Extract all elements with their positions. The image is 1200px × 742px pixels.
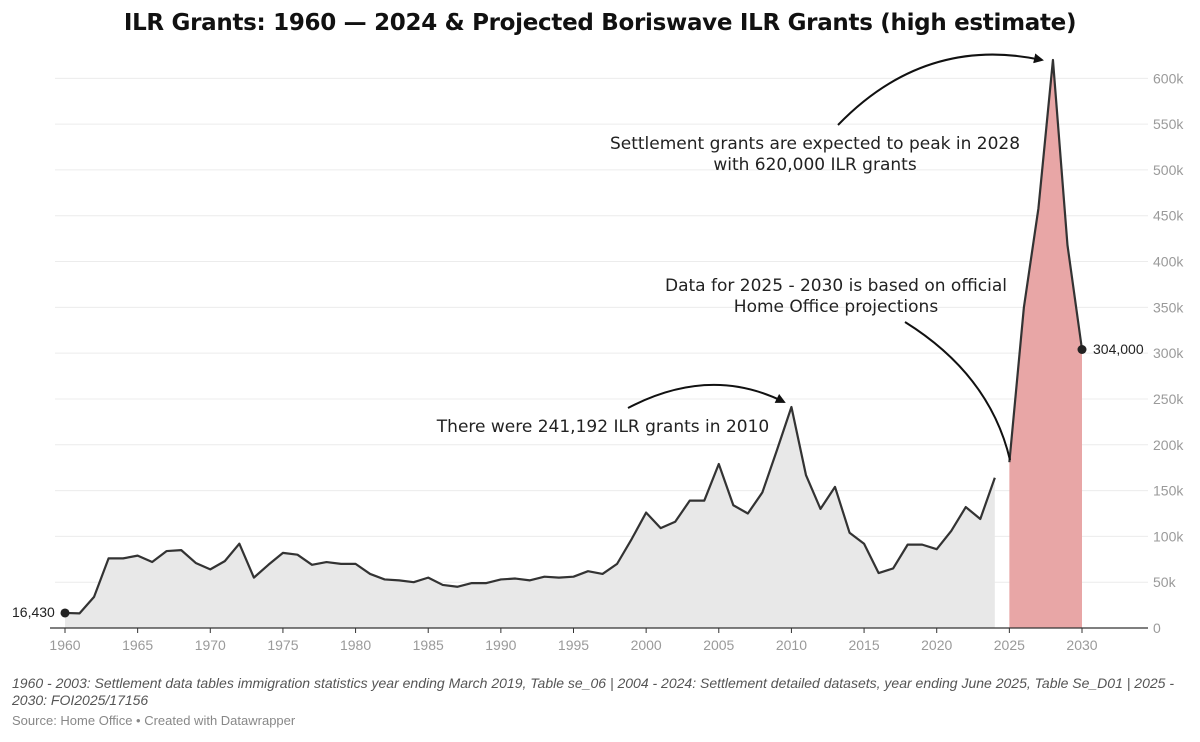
y-tick-label: 0 bbox=[1153, 620, 1161, 636]
peak-2010-annotation-arrow bbox=[627, 383, 786, 409]
peak-2010-annotation: There were 241,192 ILR grants in 2010 bbox=[436, 417, 769, 437]
x-tick-label: 1960 bbox=[49, 637, 80, 653]
grid-layer bbox=[55, 77, 1148, 583]
peak-annotation-line-1: Settlement grants are expected to peak i… bbox=[610, 134, 1020, 154]
historical-line bbox=[64, 405, 996, 615]
projected-line bbox=[1008, 58, 1084, 463]
historical-area bbox=[65, 407, 995, 628]
peak-annotation-line-2: with 620,000 ILR grants bbox=[713, 155, 917, 175]
source-credit: Source: Home Office • Created with Dataw… bbox=[12, 713, 296, 728]
y-tick-label: 550k bbox=[1153, 116, 1184, 132]
x-tick-label: 1990 bbox=[485, 637, 516, 653]
y-tick-label: 400k bbox=[1153, 254, 1184, 270]
x-tick-label: 2005 bbox=[703, 637, 734, 653]
x-tick-label: 2015 bbox=[848, 637, 879, 653]
y-tick-label: 450k bbox=[1153, 208, 1184, 224]
y-tick-label: 100k bbox=[1153, 528, 1184, 544]
y-tick-label: 250k bbox=[1153, 391, 1184, 407]
end-point-dot bbox=[1077, 344, 1087, 354]
y-tick-label: 200k bbox=[1153, 437, 1184, 453]
projection-annotation-line-2: Home Office projections bbox=[734, 297, 939, 317]
series-gap bbox=[995, 462, 1010, 478]
y-tick-label: 600k bbox=[1153, 70, 1184, 86]
area-layer bbox=[60, 58, 1087, 628]
x-tick-label: 2000 bbox=[631, 637, 662, 653]
x-tick-label: 1975 bbox=[267, 637, 298, 653]
y-tick-label: 500k bbox=[1153, 162, 1184, 178]
end-value-label: 304,000 bbox=[1093, 341, 1144, 357]
y-tick-label: 300k bbox=[1153, 345, 1184, 361]
x-tick-label: 1985 bbox=[413, 637, 444, 653]
x-tick-label: 1970 bbox=[195, 637, 226, 653]
x-tick-label: 1980 bbox=[340, 637, 371, 653]
projection-annotation-line-1: Data for 2025 - 2030 is based on officia… bbox=[665, 276, 1007, 296]
label-layer: 16,430 304,000 bbox=[12, 341, 1144, 620]
x-tick-label: 2025 bbox=[994, 637, 1025, 653]
start-point-dot bbox=[60, 608, 70, 618]
data-notes: 1960 - 2003: Settlement data tables immi… bbox=[12, 675, 1174, 708]
x-tick-label: 2020 bbox=[921, 637, 952, 653]
projection-annotation-arrow bbox=[904, 321, 1011, 461]
annotation-layer: Settlement grants are expected to peak i… bbox=[436, 53, 1044, 461]
peak-annotation-arrow bbox=[837, 53, 1044, 126]
x-tick-label: 1995 bbox=[558, 637, 589, 653]
x-tick-label: 1965 bbox=[122, 637, 153, 653]
x-tick-label: 2010 bbox=[776, 637, 807, 653]
y-tick-label: 50k bbox=[1153, 574, 1177, 590]
chart-title: ILR Grants: 1960 — 2024 & Projected Bori… bbox=[123, 10, 1077, 36]
y-tick-label: 150k bbox=[1153, 483, 1184, 499]
y-tick-label: 350k bbox=[1153, 299, 1184, 315]
x-tick-label: 2030 bbox=[1066, 637, 1097, 653]
start-value-label: 16,430 bbox=[12, 604, 55, 620]
axis-layer: 0 50k 100k 150k 200k 250k 300k 350k 400k 450k 500k… bbox=[49, 70, 1184, 653]
